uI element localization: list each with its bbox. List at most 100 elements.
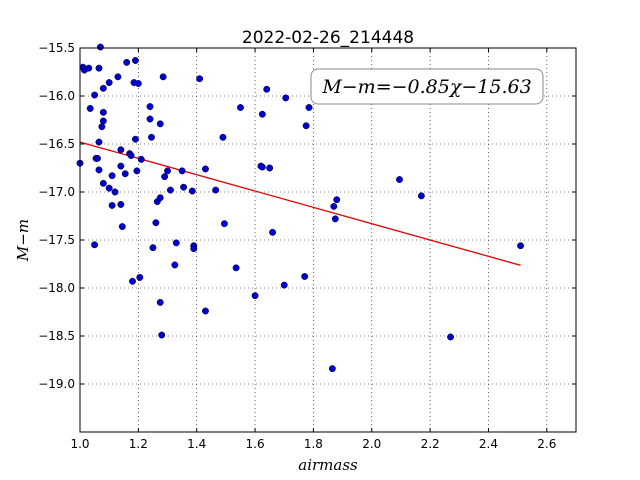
data-point xyxy=(146,103,154,111)
x-tick-label: 1.8 xyxy=(304,437,323,451)
data-point xyxy=(117,201,125,208)
points-group xyxy=(76,43,525,373)
data-point xyxy=(95,166,103,174)
data-point xyxy=(447,333,454,341)
x-tick-label: 2.4 xyxy=(479,437,498,451)
data-point xyxy=(158,331,166,339)
data-point xyxy=(330,202,338,210)
data-point xyxy=(156,120,164,128)
x-tick-label: 1.2 xyxy=(129,437,148,451)
data-point xyxy=(156,298,164,306)
y-tick-label: −17.5 xyxy=(38,233,75,247)
data-point xyxy=(305,104,313,111)
fit-equation-annotation: M−m=−0.85χ−15.63 xyxy=(321,76,531,98)
data-point xyxy=(237,104,244,111)
data-point xyxy=(127,152,135,159)
data-point xyxy=(108,172,116,180)
data-point xyxy=(131,135,139,143)
data-point xyxy=(172,239,180,247)
data-point xyxy=(111,188,119,196)
data-point xyxy=(133,167,141,175)
x-tick-label: 1.6 xyxy=(246,437,265,451)
data-point xyxy=(129,277,136,285)
x-tick-label: 2.6 xyxy=(537,437,556,451)
data-point xyxy=(258,163,266,171)
data-point xyxy=(152,219,160,227)
data-point xyxy=(91,241,99,249)
y-tick-label: −17.0 xyxy=(38,185,75,199)
data-point xyxy=(99,108,107,116)
data-point xyxy=(188,187,196,195)
data-point xyxy=(180,183,188,191)
y-tick-label: −18.0 xyxy=(38,281,75,295)
data-point xyxy=(149,244,157,252)
data-point xyxy=(121,170,129,178)
data-point xyxy=(166,186,174,194)
fit-line xyxy=(79,141,521,266)
y-tick-label: −16.0 xyxy=(38,89,75,103)
ticks-group xyxy=(79,47,576,432)
data-point xyxy=(161,173,169,181)
data-point xyxy=(105,79,113,87)
data-point xyxy=(94,154,101,162)
data-point xyxy=(331,215,339,223)
data-point xyxy=(164,167,171,175)
data-point xyxy=(91,91,99,99)
data-point xyxy=(328,365,336,373)
chart-title: 2022-02-26_214448 xyxy=(242,28,414,48)
data-point xyxy=(136,273,144,281)
data-point xyxy=(86,105,94,112)
data-point xyxy=(212,186,220,194)
data-point xyxy=(156,194,164,202)
x-tick-label: 2.2 xyxy=(421,437,440,451)
data-point xyxy=(396,176,403,183)
data-point xyxy=(146,115,154,123)
data-point xyxy=(95,138,103,146)
y-tick-label: −15.5 xyxy=(38,41,75,55)
fit-line-group xyxy=(79,141,521,266)
data-point xyxy=(266,164,274,172)
data-point xyxy=(251,292,259,300)
data-point xyxy=(219,133,227,141)
data-point xyxy=(417,192,425,200)
data-point xyxy=(148,133,155,141)
data-point xyxy=(98,123,106,131)
tick-labels-group: 1.0 1.2 1.4 1.6 1.8 2.0 2.2 2.4 2.6 −15.5 −16.0 −16… xyxy=(38,41,556,451)
data-point xyxy=(232,264,240,272)
data-point xyxy=(171,261,179,269)
x-axis-label: airmass xyxy=(298,456,358,474)
data-point xyxy=(134,80,142,87)
y-axis-label: M−m xyxy=(14,219,32,262)
data-point xyxy=(117,146,125,154)
y-tick-label: −16.5 xyxy=(38,137,75,151)
data-point xyxy=(202,165,209,173)
data-point xyxy=(99,84,107,92)
data-point xyxy=(202,307,209,315)
data-point xyxy=(137,155,145,163)
data-point xyxy=(114,73,122,81)
data-point xyxy=(108,201,116,209)
x-tick-label: 1.4 xyxy=(187,437,206,451)
data-point xyxy=(190,245,198,253)
y-tick-label: −18.5 xyxy=(38,329,75,343)
data-point xyxy=(96,43,104,51)
data-point xyxy=(258,110,266,118)
data-point xyxy=(117,162,125,170)
annotation-box xyxy=(310,68,544,105)
y-tick-label: −19.0 xyxy=(38,377,75,391)
data-point xyxy=(220,220,228,228)
data-point xyxy=(131,57,139,64)
data-point xyxy=(159,73,167,81)
data-point xyxy=(95,64,103,72)
data-point xyxy=(269,228,277,236)
data-point xyxy=(85,64,93,72)
data-point xyxy=(280,281,288,289)
data-point xyxy=(99,117,107,125)
data-point xyxy=(282,94,290,102)
data-point xyxy=(333,196,341,204)
x-tick-label: 2.0 xyxy=(362,437,381,451)
data-point xyxy=(178,167,186,175)
data-point xyxy=(196,75,204,83)
data-point xyxy=(302,122,310,130)
data-point xyxy=(105,184,113,192)
